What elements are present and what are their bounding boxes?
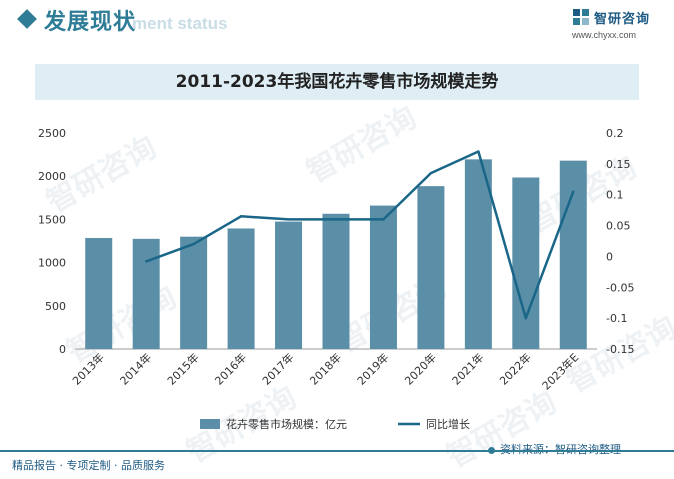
y-right-tick-label: -0.05 [606, 281, 634, 294]
chart-title: 2011-2023年我国花卉零售市场规模走势 [175, 72, 499, 92]
x-tick-label: 2015年 [164, 350, 201, 387]
x-tick-label: 2022年 [496, 350, 533, 387]
page-title: 发展现状 [44, 10, 137, 35]
legend-line-label: 同比增长 [426, 417, 470, 431]
bar [559, 160, 587, 349]
y-left-tick-label: 2500 [38, 127, 66, 140]
x-tick-label: 2016年 [212, 350, 249, 387]
x-tick-label: 2018年 [307, 350, 344, 387]
chart-title-band: 2011-2023年我国花卉零售市场规模走势 [35, 64, 639, 100]
growth-point [239, 215, 243, 218]
growth-point [524, 316, 528, 320]
footer-divider [0, 450, 674, 452]
brand-url: www.chyxx.com [572, 30, 637, 40]
x-tick-label: 2019年 [354, 350, 391, 387]
growth-point [334, 218, 338, 221]
legend-bar-swatch [200, 419, 220, 429]
brand-name: 智研咨询 [594, 12, 651, 27]
y-left-tick-label: 2000 [38, 170, 66, 183]
bar [85, 237, 113, 349]
bar [369, 205, 397, 349]
bar [322, 213, 350, 349]
bar [227, 228, 255, 349]
brand-logo-icon [573, 9, 589, 25]
brand-logo: 智研咨询 www.chyxx.com [572, 8, 672, 48]
page-subtitle: ment status [132, 14, 228, 33]
growth-point [572, 190, 575, 193]
x-tick-label: 2013年 [69, 350, 106, 387]
x-tick-label: 2020年 [402, 350, 439, 387]
source-note: 资料来源：智研咨询整理 [488, 441, 621, 457]
y-left-tick-label: 500 [45, 300, 66, 313]
y-left-tick-label: 1000 [38, 257, 66, 270]
x-tick-label: 2021年 [449, 350, 486, 387]
bar [512, 177, 540, 349]
bar [464, 159, 492, 349]
y-right-tick-label: 0.15 [606, 158, 631, 171]
growth-point [144, 260, 148, 263]
y-right-tick-label: 0.2 [606, 127, 624, 140]
bar [180, 236, 208, 349]
growth-point [192, 242, 195, 246]
growth-point [477, 150, 480, 153]
y-right-tick-label: -0.1 [606, 312, 627, 325]
y-left-tick-label: 0 [59, 343, 66, 356]
y-right-tick-label: 0.05 [606, 220, 631, 233]
x-tick-label: 2014年 [117, 350, 154, 387]
y-right-tick-label: 0.1 [606, 189, 624, 202]
x-tick-label: 2023年E [539, 350, 581, 392]
source-text: 资料来源：智研咨询整理 [500, 443, 621, 456]
growth-point [287, 218, 290, 221]
footer-tagline: 精品报告 · 专项定制 · 品质服务 [12, 459, 165, 472]
bar [275, 221, 303, 349]
bar [417, 186, 445, 349]
growth-line [145, 150, 575, 320]
legend-bar-label: 花卉零售市场规模：亿元 [226, 417, 347, 431]
growth-point [429, 171, 433, 175]
y-right-tick-label: -0.15 [606, 343, 634, 356]
y-right-tick-label: 0 [606, 250, 613, 263]
bar [132, 238, 160, 349]
x-tick-label: 2017年 [259, 350, 296, 387]
growth-point [382, 218, 385, 221]
y-left-tick-label: 1500 [38, 213, 66, 226]
